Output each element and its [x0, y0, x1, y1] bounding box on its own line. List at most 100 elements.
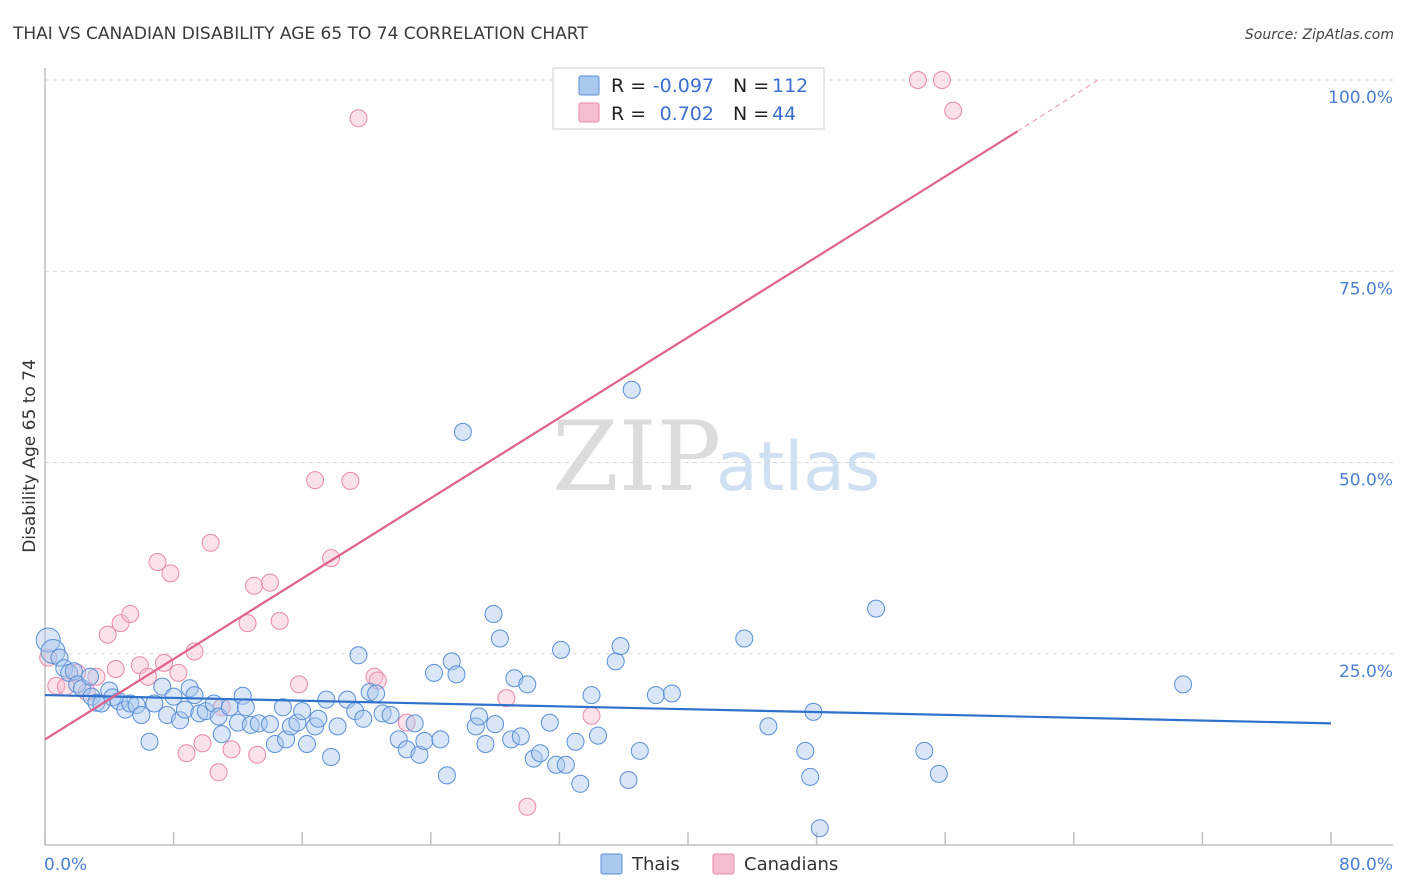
bottom-legend-label-thais: Thais [631, 854, 680, 875]
thais-point [317, 690, 336, 709]
legend-r-value-canadians: 0.702 [660, 103, 714, 125]
legend-n-value-canadians: 44 [772, 103, 796, 125]
thais-point [915, 741, 934, 760]
thais-point [153, 677, 172, 696]
x-tick-label-max: 80.0% [1339, 855, 1393, 875]
thais-point [589, 726, 607, 745]
watermark-zip: ZIP [552, 401, 721, 513]
thais-point [116, 700, 135, 719]
thais-point [50, 648, 69, 667]
thais-point [556, 755, 575, 774]
thais-point [212, 725, 231, 744]
thais-point [810, 819, 829, 838]
thais-point [484, 605, 503, 623]
thais-point [261, 715, 279, 734]
canadians-point [908, 71, 927, 89]
thais-point [540, 713, 559, 732]
thais-point [486, 715, 505, 734]
thais-point [630, 741, 649, 760]
thais-point [447, 665, 466, 684]
canadians-point [270, 611, 289, 630]
thais-point [490, 629, 509, 648]
y-tick-label-100: 100.0% [1328, 88, 1393, 108]
thais-point [288, 713, 307, 732]
bottom-legend-swatch-thais [600, 853, 623, 875]
canadians-point [238, 614, 257, 633]
thais-point [466, 717, 485, 736]
thais-point [582, 686, 601, 705]
thais-point [265, 735, 284, 753]
thais-point [502, 730, 521, 749]
thais-point [354, 709, 373, 728]
legend-r-value-thais: -0.097 [653, 75, 714, 97]
canadians-point [121, 605, 140, 623]
thais-point [431, 730, 450, 749]
canadians-point [306, 471, 325, 490]
canadians-point [582, 706, 601, 725]
canadians-point [177, 744, 196, 763]
thais-point [437, 766, 456, 785]
thais-point [185, 686, 204, 705]
canadians-point [245, 576, 263, 595]
thais-point [236, 698, 255, 717]
thais-point [1174, 675, 1193, 694]
thais-point [801, 767, 820, 786]
legend-swatch-thais [578, 75, 600, 96]
thais-point [367, 684, 386, 703]
thais-point [606, 652, 625, 671]
thais-point [622, 380, 641, 399]
canadians-point [290, 675, 308, 694]
thais-point [349, 646, 368, 665]
legend-n-label-canadians: N = [733, 103, 769, 125]
legend-swatch-canadians [578, 102, 600, 123]
legend-r-label-thais: R = [611, 75, 646, 97]
y-tick-label-50: 50.0% [1339, 471, 1393, 491]
canadians-point [98, 625, 117, 644]
thais-point [759, 717, 778, 736]
thais-point [611, 637, 630, 656]
chart-source: Source: ZipAtlas.com [1245, 27, 1394, 43]
canadians-point [87, 667, 106, 686]
canadians-point [161, 564, 180, 583]
canadians-point [518, 797, 537, 816]
thais-point [646, 686, 665, 705]
thais-point [511, 727, 530, 746]
bottom-legend-label-canadians: Canadians [744, 854, 838, 875]
thais-point [662, 684, 681, 703]
thais-point [360, 683, 379, 701]
thais-point [566, 732, 585, 751]
thais-point [518, 675, 537, 694]
thais-point [405, 714, 424, 733]
thais-point [309, 709, 328, 728]
y-tick-label-75: 75.0% [1339, 279, 1393, 299]
canadians-point [201, 533, 220, 552]
y-tick-labels: 25.0% 50.0% 75.0% 100.0% [1328, 88, 1393, 682]
canadians-point [209, 763, 228, 782]
canadians-point [944, 101, 963, 120]
canadians-point [349, 109, 368, 128]
x-axis-ticks [44, 832, 1332, 845]
thais-point [531, 744, 550, 763]
thais-point [273, 698, 292, 717]
canadians-point [148, 553, 167, 571]
thais-point [293, 702, 312, 721]
thais-point [145, 694, 164, 713]
thais-point [410, 745, 429, 764]
y-tick-label-25: 25.0% [1339, 662, 1393, 682]
gridlines [45, 79, 1393, 655]
canadians-point [497, 689, 516, 708]
thais-point [175, 700, 194, 719]
thais-point [140, 732, 159, 751]
thais-point [929, 764, 948, 783]
thais-point [322, 748, 341, 766]
legend-n-label-thais: N = [733, 75, 769, 97]
thais-point [547, 755, 566, 774]
thais-point [121, 694, 140, 713]
bottom-legend: Thais Canadians [600, 853, 838, 875]
trend-lines [44, 79, 1332, 741]
thais-point [476, 735, 495, 753]
thais-point [735, 629, 754, 648]
thais-point [381, 706, 400, 724]
top-legend: R = -0.097 N = 112 R = 0.702 N = 44 [552, 67, 825, 130]
